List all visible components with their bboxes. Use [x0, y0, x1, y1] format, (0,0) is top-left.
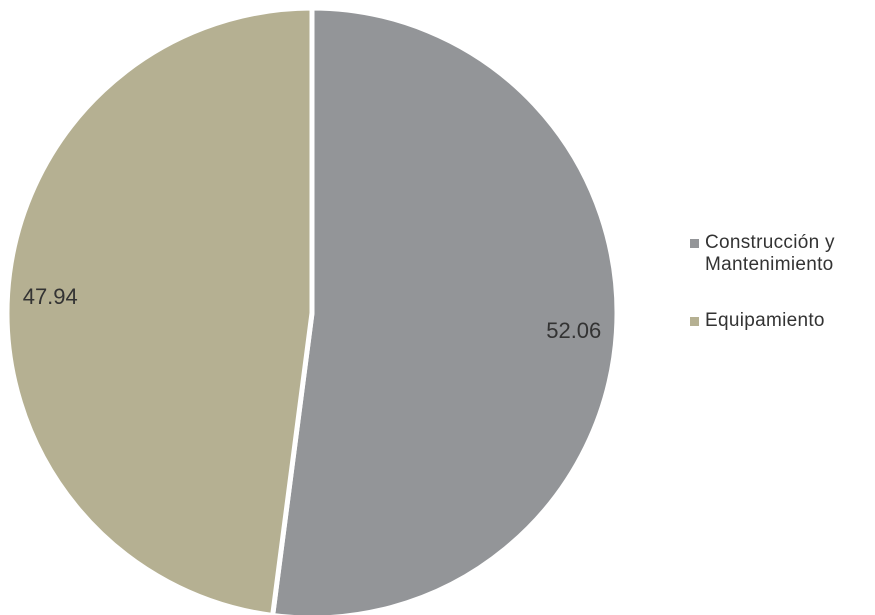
data-label-construccion: 52.06	[546, 318, 601, 343]
pie-slices	[4, 5, 620, 615]
legend-label-construccion: Construcción y Mantenimiento	[705, 232, 835, 275]
pie-slice-equipamiento	[4, 5, 315, 615]
legend-swatch-construccion	[690, 239, 699, 248]
legend-item-equipamiento: Equipamiento	[690, 310, 870, 332]
legend-swatch-equipamiento	[690, 317, 699, 326]
chart-legend: Construcción y Mantenimiento Equipamient…	[690, 232, 870, 366]
pie-slice-construccion	[270, 5, 620, 615]
legend-label-equipamiento: Equipamiento	[705, 310, 825, 331]
pie-data-labels: 52.06 47.94	[23, 284, 602, 343]
data-label-equipamiento: 47.94	[23, 284, 78, 309]
legend-item-construccion: Construcción y Mantenimiento	[690, 232, 870, 276]
